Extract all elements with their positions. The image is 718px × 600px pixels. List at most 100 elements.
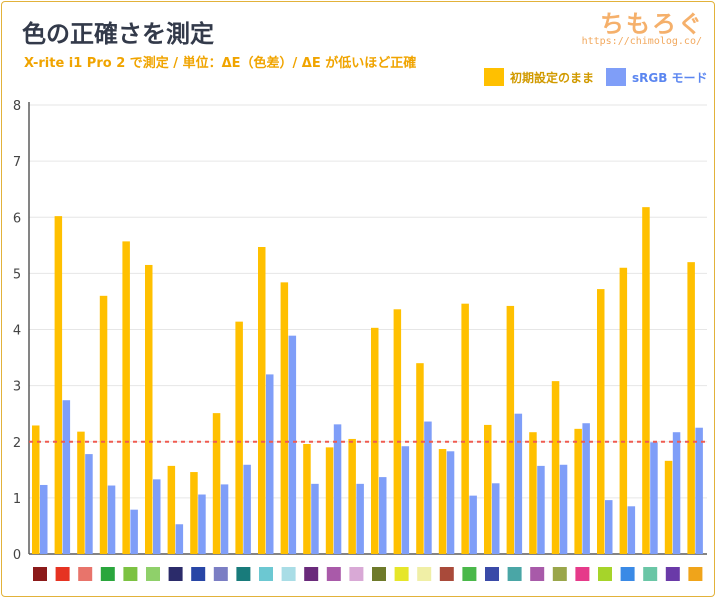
bar-default: [77, 431, 85, 554]
bar-srgb: [537, 465, 545, 554]
y-tick-label: 1: [13, 492, 21, 507]
bar-srgb: [424, 421, 432, 554]
bar-srgb: [153, 479, 161, 554]
category-color-swatch: [394, 567, 409, 581]
category-color-swatch: [213, 567, 228, 581]
bar-srgb: [379, 477, 387, 554]
bar-srgb: [288, 335, 297, 554]
category-color-swatch: [530, 567, 545, 581]
y-tick-label: 7: [13, 155, 21, 170]
bar-srgb: [266, 374, 274, 554]
bar-default: [461, 303, 469, 554]
bar-default: [529, 432, 537, 554]
bar-default: [438, 449, 447, 554]
y-tick-label: 5: [13, 267, 21, 282]
bar-default: [167, 465, 176, 554]
category-color-swatch: [236, 567, 251, 581]
category-color-swatch: [326, 567, 341, 581]
bar-default: [597, 289, 605, 554]
bar-default: [551, 381, 560, 554]
category-color-swatch: [575, 567, 590, 581]
bar-srgb: [130, 509, 138, 554]
bar-default: [99, 295, 108, 554]
bar-srgb: [40, 484, 48, 554]
bar-default: [145, 264, 153, 554]
bar-srgb: [333, 424, 342, 554]
y-tick-label: 8: [13, 99, 21, 114]
bar-srgb: [605, 500, 613, 554]
category-color-swatch: [462, 567, 477, 581]
bar-srgb: [311, 483, 319, 554]
legend-label-srgb: sRGB モード: [632, 70, 708, 85]
bar-srgb: [695, 427, 703, 554]
legend-item-default: 初期設定のまま: [484, 68, 594, 86]
bar-srgb: [514, 413, 523, 554]
category-color-swatch: [78, 567, 93, 581]
bar-srgb: [582, 423, 590, 554]
bar-default: [642, 207, 650, 554]
category-color-swatch: [168, 567, 183, 581]
bar-default: [190, 472, 198, 554]
y-tick-label: 6: [13, 211, 21, 226]
bar-default: [122, 241, 130, 555]
bar-srgb: [198, 494, 206, 554]
bar-default: [619, 267, 628, 554]
bar-default: [325, 447, 334, 554]
category-color-swatch: [372, 567, 386, 581]
category-color-swatch: [417, 567, 432, 581]
chart-subtitle: X-rite i1 Pro 2 で測定 / 単位：ΔE（色差）/ ΔE が低いほ…: [24, 56, 417, 71]
category-color-swatch: [146, 567, 160, 581]
category-color-swatch: [191, 567, 206, 581]
bar-srgb: [559, 464, 568, 554]
bar-default: [212, 413, 221, 554]
bar-default: [258, 246, 266, 554]
bar-srgb: [446, 451, 455, 554]
y-tick-label: 4: [13, 324, 21, 339]
bar-srgb: [107, 485, 116, 554]
bar-default: [32, 425, 40, 554]
bar-srgb: [62, 400, 71, 554]
category-color-swatch: [507, 567, 522, 581]
bar-srgb: [627, 506, 636, 554]
bar-srgb: [650, 442, 658, 554]
y-tick-label: 0: [13, 548, 21, 563]
bar-default: [54, 216, 63, 554]
bar-default: [280, 282, 289, 554]
brand-url: https://chimolog.co/: [581, 36, 702, 47]
category-color-swatch: [620, 567, 635, 581]
bar-srgb: [356, 483, 364, 554]
bar-default: [393, 309, 402, 554]
legend-swatch-default: [484, 68, 504, 86]
bar-srgb: [492, 483, 500, 554]
category-color-swatch: [259, 567, 273, 581]
category-color-swatch: [304, 567, 319, 581]
category-color-swatch: [123, 567, 138, 581]
bar-srgb: [469, 495, 477, 554]
y-tick-label: 2: [13, 436, 21, 451]
bar-srgb: [85, 454, 93, 554]
category-color-swatch: [100, 567, 115, 581]
legend-label-default: 初期設定のまま: [510, 70, 595, 85]
bar-default: [416, 363, 424, 554]
brand-logo: ちもろぐ: [600, 10, 704, 38]
category-color-swatch: [643, 567, 658, 581]
bar-srgb: [220, 484, 229, 554]
bar-srgb: [672, 432, 681, 554]
bar-default: [235, 321, 243, 554]
category-color-swatch: [439, 567, 454, 581]
y-tick-label: 3: [13, 380, 21, 395]
bar-default: [506, 305, 515, 554]
legend-item-srgb: sRGB モード: [606, 68, 708, 86]
category-color-swatch: [598, 567, 612, 581]
bar-srgb: [175, 524, 184, 554]
bar-default: [664, 460, 673, 554]
bar-default: [574, 428, 582, 554]
category-color-swatch: [281, 567, 296, 581]
category-color-swatch: [665, 567, 680, 581]
bar-default: [484, 424, 492, 554]
category-color-swatch: [485, 567, 499, 581]
bar-srgb: [401, 446, 410, 554]
bar-default: [687, 262, 695, 554]
bar-default: [303, 443, 311, 554]
